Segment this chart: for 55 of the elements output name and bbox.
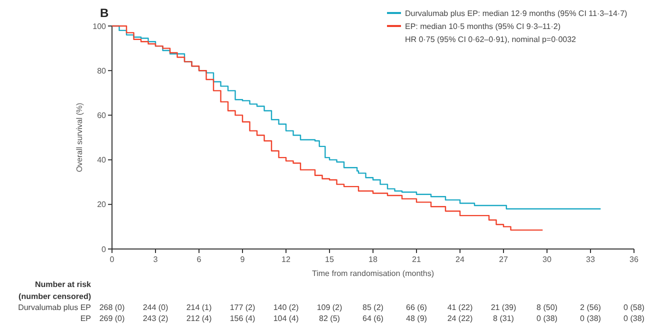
text: 85 (2) [362,303,384,312]
text: 212 (4) [186,314,212,323]
y-axis-title: Overall survival (%) [75,102,84,172]
text: 8 (50) [536,303,558,312]
text: 21 (39) [490,303,517,312]
x-tick-label: 15 [325,255,334,264]
x-tick-label: 6 [196,255,202,264]
text: EP [80,314,91,323]
y-tick-label: 0 [102,244,107,254]
legend-label: Durvalumab plus EP: median 12·9 months (95% CI 11·3–14·7) [405,8,628,18]
x-tick-label: 30 [542,255,552,264]
chart-title: B [100,6,109,20]
legend-label: EP: median 10·5 months (95% CI 9·3–11·2) [405,22,561,31]
text: 2 (56) [580,303,602,312]
x-axis-title: Time from randomisation (months) [312,269,434,278]
text: 82 (5) [319,314,340,323]
text: 48 (9) [406,314,428,323]
text: 269 (0) [99,314,126,323]
text: Number at risk [34,280,92,289]
x-tick-label: 12 [282,255,291,264]
text: 109 (2) [316,303,343,312]
x-tick-label: 33 [586,255,596,264]
text: 0 (58) [624,303,645,312]
y-tick-label: 60 [97,111,107,120]
text: 268 (0) [99,303,126,312]
text: 0 (38) [624,314,645,323]
text: 104 (4) [273,314,300,323]
text: 0 (38) [536,314,558,323]
x-tick-label: 27 [499,255,508,264]
annotation: HR 0·75 (95% CI 0·62–0·91), nominal p=0·0032 [405,34,577,44]
text: 0 (38) [580,314,602,323]
text: 24 (22) [447,314,474,323]
text: Durvalumab plus EP [18,303,91,312]
text: 66 (6) [406,303,428,312]
x-tick-label: 0 [110,255,115,264]
text: 243 (2) [142,314,169,323]
x-tick-label: 24 [456,255,465,264]
text: 177 (2) [230,303,256,312]
y-tick-label: 40 [97,156,107,165]
y-tick-label: 20 [97,200,107,210]
text: 140 (2) [273,303,300,312]
text: 64 (6) [362,314,384,323]
text: 156 (4) [230,314,256,323]
x-tick-label: 9 [240,255,246,264]
text: 214 (1) [186,303,212,312]
text: 244 (0) [142,303,169,312]
text: 8 (31) [493,314,514,323]
y-tick-label: 100 [92,22,107,31]
x-tick-label: 21 [412,255,422,264]
x-tick-label: 18 [368,255,378,264]
x-tick-label: 3 [153,255,158,264]
y-tick-label: 80 [97,66,107,76]
text: 41 (22) [447,303,474,312]
text: (number censored) [18,292,92,301]
x-tick-label: 36 [630,255,639,264]
